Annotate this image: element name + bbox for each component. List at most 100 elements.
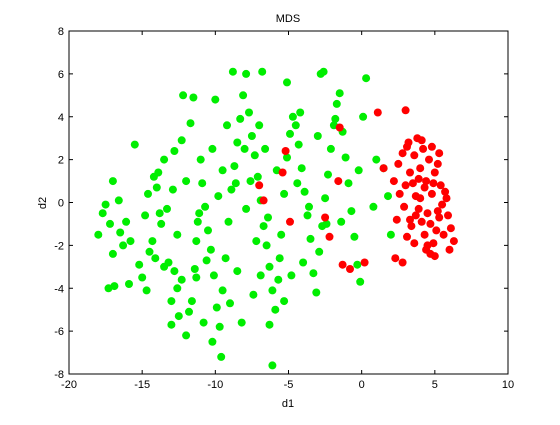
data-point-red — [410, 239, 419, 248]
y-tick-label: 6 — [58, 69, 64, 81]
data-point-green — [141, 211, 150, 220]
data-point-green — [384, 192, 392, 201]
data-point-red — [429, 239, 438, 248]
data-point-green — [119, 241, 128, 250]
data-point-green — [135, 260, 144, 269]
data-point-green — [209, 271, 218, 280]
data-point-red — [321, 213, 330, 222]
data-point-green — [196, 155, 205, 164]
data-point-green — [356, 277, 365, 286]
data-point-green — [206, 245, 215, 254]
data-point-green — [350, 232, 359, 241]
data-point-green — [110, 282, 119, 291]
data-point-green — [335, 89, 344, 98]
data-point-green — [144, 189, 152, 198]
data-point-green — [122, 217, 131, 226]
data-point-green — [319, 67, 328, 76]
data-point-red — [430, 252, 439, 261]
data-point-red — [392, 215, 401, 224]
data-point-green — [239, 91, 248, 100]
data-point-green — [208, 144, 217, 153]
data-point-green — [265, 320, 274, 329]
data-point-green — [151, 254, 160, 263]
data-point-red — [281, 147, 290, 155]
data-point-green — [313, 132, 322, 140]
data-point-green — [362, 74, 371, 83]
data-point-red — [444, 211, 452, 220]
x-tick-label: -20 — [61, 379, 77, 391]
y-tick-label: 0 — [58, 198, 64, 210]
data-point-green — [331, 114, 340, 123]
data-point-red — [435, 213, 444, 222]
data-point-green — [309, 269, 318, 278]
data-point-green — [130, 140, 139, 149]
data-point-green — [126, 237, 135, 246]
data-point-green — [252, 237, 261, 246]
data-point-red — [391, 254, 400, 263]
data-point-green — [198, 179, 207, 188]
data-point-green — [259, 222, 268, 231]
data-point-green — [155, 209, 164, 218]
data-point-green — [337, 217, 346, 226]
data-point-green — [322, 219, 331, 228]
data-point-red — [432, 226, 441, 235]
data-point-green — [179, 91, 188, 100]
series-red-points — [255, 106, 458, 273]
x-tick-label: -10 — [207, 379, 223, 391]
data-point-red — [410, 151, 419, 160]
data-point-red — [346, 265, 354, 273]
data-point-green — [204, 226, 212, 235]
data-point-green — [218, 286, 227, 295]
data-point-green — [283, 78, 291, 87]
data-point-red — [389, 177, 398, 186]
data-point-green — [108, 177, 117, 186]
data-point-green — [214, 192, 223, 201]
data-point-red — [395, 189, 404, 198]
points-layer — [94, 67, 458, 370]
data-point-green — [211, 95, 220, 104]
data-point-green — [177, 136, 186, 145]
y-tick-label: 4 — [58, 112, 64, 124]
data-point-green — [148, 237, 157, 246]
data-point-green — [300, 187, 309, 196]
data-point-red — [436, 181, 445, 190]
data-point-green — [173, 230, 182, 239]
x-tick-label: -5 — [284, 379, 294, 391]
data-point-green — [315, 247, 324, 256]
data-point-green — [217, 352, 226, 361]
data-point-red — [426, 219, 435, 228]
data-point-green — [274, 275, 283, 284]
data-point-green — [255, 121, 264, 130]
data-point-green — [199, 318, 208, 327]
data-point-red — [398, 149, 407, 158]
data-point-green — [262, 241, 271, 250]
x-tick-label: -15 — [134, 379, 150, 391]
data-point-red — [373, 108, 382, 117]
data-point-green — [212, 303, 221, 312]
data-point-green — [208, 337, 217, 346]
data-point-green — [218, 166, 227, 175]
chart-title: MDS — [276, 13, 300, 25]
data-point-red — [394, 159, 403, 168]
data-point-red — [439, 230, 448, 239]
y-tick-label: 2 — [58, 155, 64, 167]
data-point-green — [114, 196, 123, 205]
data-point-green — [187, 297, 196, 306]
data-point-green — [293, 179, 302, 188]
data-point-green — [271, 305, 280, 314]
data-point-red — [422, 245, 431, 254]
data-point-green — [186, 119, 195, 128]
data-point-green — [321, 194, 330, 203]
data-point-red — [445, 245, 454, 254]
data-point-red — [449, 237, 458, 246]
data-point-green — [125, 280, 133, 288]
data-point-green — [256, 271, 265, 280]
data-point-red — [398, 258, 407, 267]
data-point-green — [233, 267, 242, 276]
data-point-green — [228, 67, 237, 76]
data-point-green — [386, 230, 395, 239]
data-point-green — [142, 286, 151, 295]
data-point-red — [325, 232, 334, 241]
data-point-green — [275, 254, 284, 263]
data-point-green — [305, 202, 313, 211]
